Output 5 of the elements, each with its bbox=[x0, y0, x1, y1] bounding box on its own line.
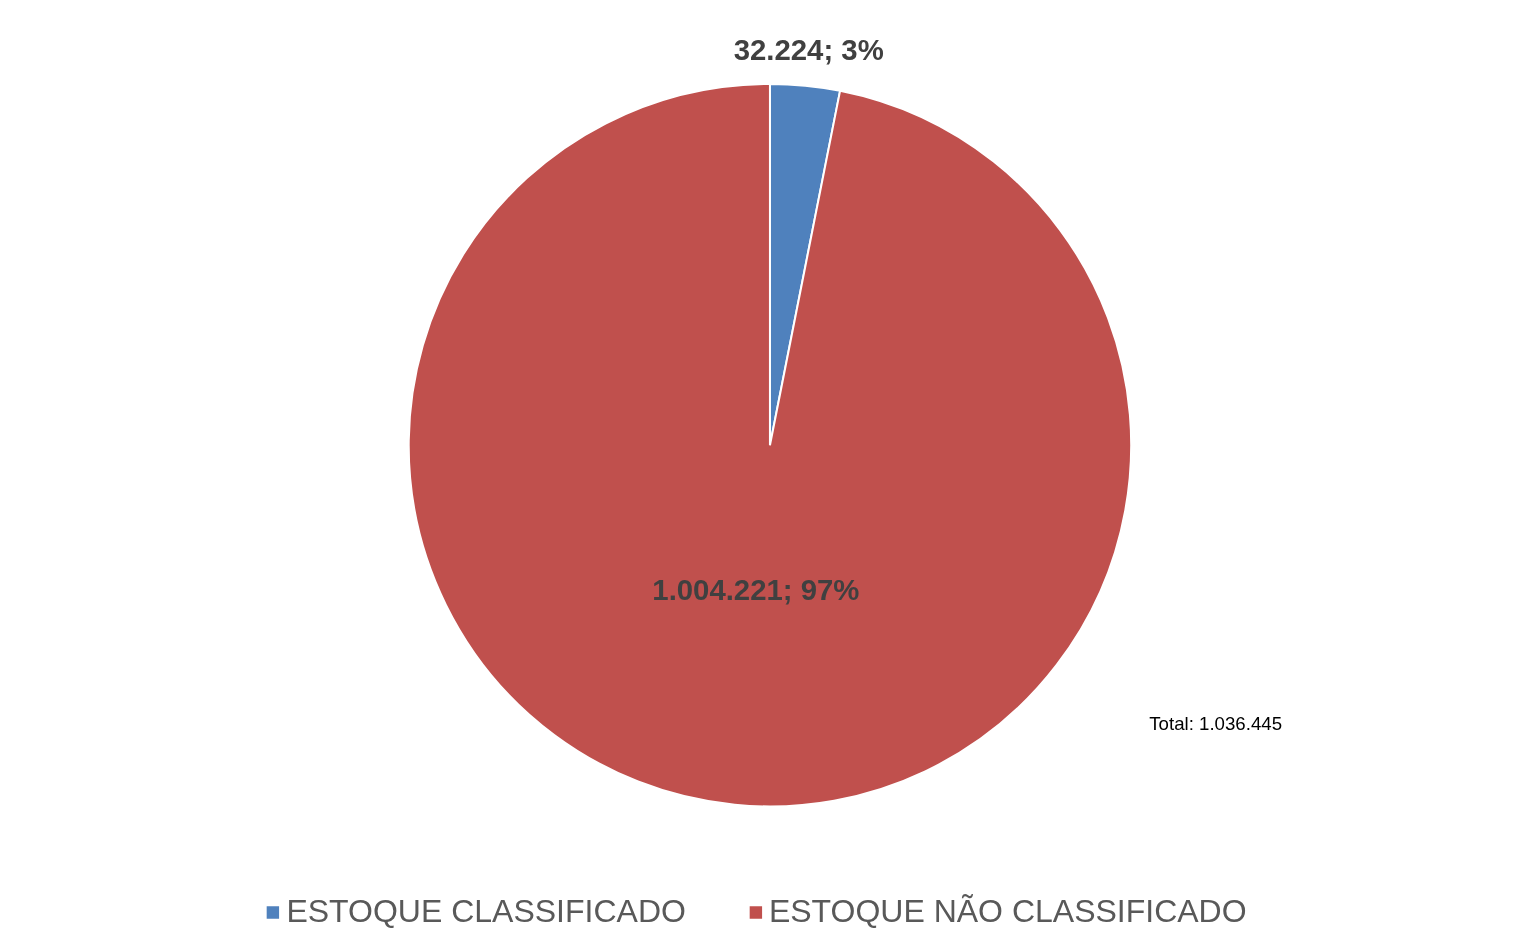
legend-label: ESTOQUE CLASSIFICADO bbox=[286, 893, 686, 930]
data-label: 32.224; 3% bbox=[733, 32, 884, 66]
text: Total: 1.036.445 bbox=[1149, 713, 1283, 735]
legend-label: ESTOQUE NÃO CLASSIFICADO bbox=[768, 893, 1247, 930]
data-label: 1.004.221; 97% bbox=[652, 572, 860, 606]
